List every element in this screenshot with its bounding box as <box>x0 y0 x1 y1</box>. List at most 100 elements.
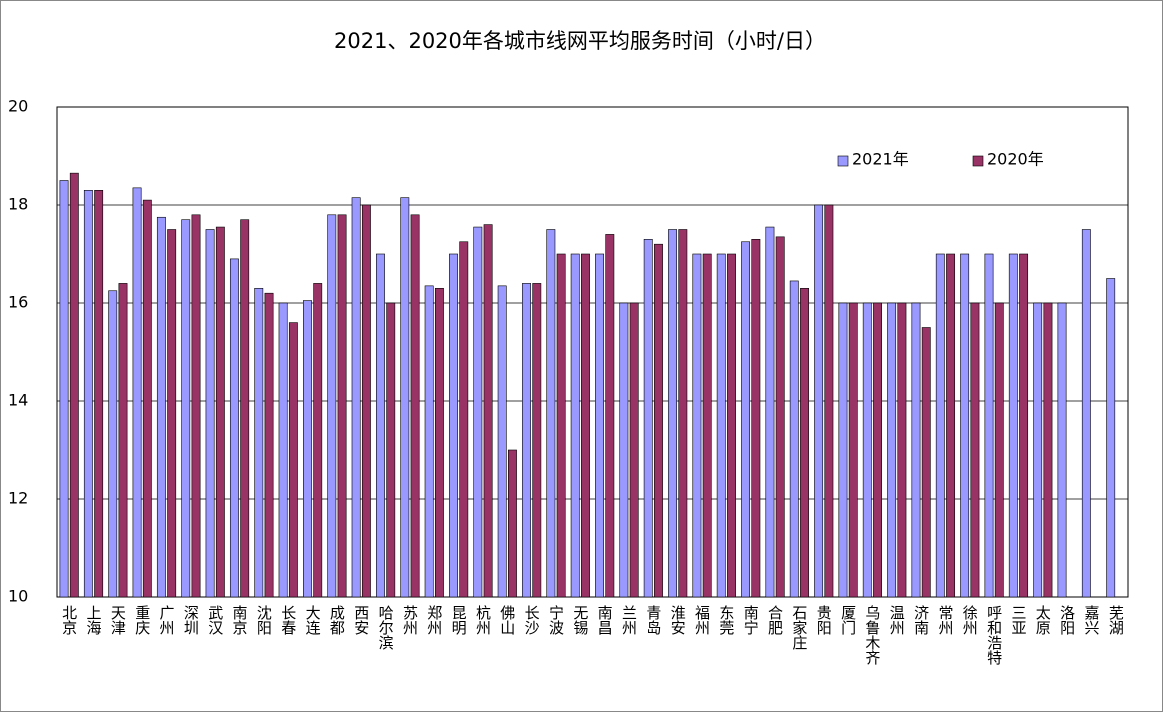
bar <box>556 253 566 598</box>
bar <box>313 283 323 598</box>
x-tick-label: 福州 <box>693 605 711 635</box>
x-tick-label: 徐州 <box>961 605 979 635</box>
bar <box>483 224 493 598</box>
x-tick-label: 南京 <box>231 605 249 636</box>
bar <box>678 229 688 598</box>
bar <box>970 302 980 598</box>
x-tick-label: 郑州 <box>425 605 443 635</box>
y-tick-label: 18 <box>8 195 28 214</box>
x-tick-label: 太原 <box>1034 605 1052 635</box>
bar <box>911 302 921 598</box>
y-tick-label: 20 <box>8 97 28 116</box>
bar <box>1106 278 1116 598</box>
bar <box>351 197 361 598</box>
x-tick-label: 洛阳 <box>1058 605 1076 635</box>
bar <box>921 327 931 598</box>
bar <box>83 190 93 598</box>
x-tick-label: 昆明 <box>450 605 468 636</box>
x-tick-label: 杭州 <box>474 605 492 635</box>
x-tick-label: 成都 <box>328 605 346 635</box>
x-tick-label: 济南 <box>912 605 930 635</box>
legend-label: 2021年 <box>852 150 909 169</box>
x-tick-label: 兰州 <box>620 605 638 635</box>
x-tick-label: 西安 <box>352 605 370 635</box>
bar <box>108 290 118 598</box>
bar <box>142 199 152 598</box>
bar <box>434 287 444 598</box>
bar <box>800 287 809 598</box>
bar <box>376 253 385 598</box>
bar <box>424 285 434 598</box>
bar <box>668 229 677 598</box>
x-tick-label: 呼和浩特 <box>985 605 1003 665</box>
bar <box>327 214 337 598</box>
bar <box>205 229 215 598</box>
bar <box>581 253 590 598</box>
bar <box>191 214 201 598</box>
bar <box>94 190 104 598</box>
bar <box>946 253 956 598</box>
bar <box>1057 302 1067 598</box>
bar <box>410 214 420 598</box>
x-tick-label: 无锡 <box>571 605 589 635</box>
x-tick-label: 北京 <box>60 605 78 636</box>
bar <box>254 287 264 598</box>
bar <box>532 283 542 598</box>
legend-label: 2020年 <box>987 150 1044 169</box>
x-tick-label: 嘉兴 <box>1082 605 1100 635</box>
bar <box>229 258 239 598</box>
x-tick-label: 上海 <box>85 605 103 635</box>
bar <box>69 172 79 598</box>
bar <box>741 241 751 598</box>
x-tick-label: 南昌 <box>596 605 614 635</box>
bar <box>386 302 396 598</box>
bar <box>278 302 288 598</box>
bar <box>361 204 371 598</box>
bar <box>1081 229 1091 598</box>
bar <box>887 302 897 598</box>
bar <box>716 253 726 598</box>
bar <box>619 302 629 598</box>
bar <box>654 243 663 598</box>
x-tick-label: 温州 <box>888 605 906 635</box>
x-tick-label: 合肥 <box>766 605 784 636</box>
bar <box>546 229 556 598</box>
x-tick-label: 贵阳 <box>815 605 833 635</box>
y-tick-label: 14 <box>8 391 28 410</box>
x-tick-label: 厦门 <box>839 605 857 636</box>
bar <box>862 302 872 598</box>
x-tick-label: 乌鲁木齐 <box>863 605 881 665</box>
x-tick-label: 石家庄 <box>790 605 808 650</box>
bar <box>702 253 712 598</box>
x-tick-label: 淮安 <box>669 605 687 635</box>
x-tick-label: 长沙 <box>523 605 541 635</box>
bar <box>156 216 166 598</box>
bar <box>897 302 907 598</box>
x-tick-label: 大连 <box>304 605 322 636</box>
bar <box>118 283 128 598</box>
bar <box>522 283 531 598</box>
bar <box>595 253 604 598</box>
bar <box>994 302 1004 598</box>
bar <box>838 302 848 598</box>
bar <box>181 219 191 598</box>
x-tick-label: 天津 <box>109 605 127 635</box>
bar <box>873 302 882 598</box>
bar <box>605 234 615 598</box>
bar <box>497 285 507 598</box>
bar <box>789 280 799 598</box>
bar <box>264 292 274 598</box>
bar <box>984 253 994 598</box>
bar <box>473 226 483 598</box>
bar <box>337 214 347 598</box>
bar <box>824 204 834 598</box>
bar <box>1033 302 1043 598</box>
x-tick-label: 深圳 <box>182 605 200 635</box>
bar <box>288 322 298 598</box>
bar <box>240 219 250 598</box>
bar <box>570 253 580 598</box>
y-tick-label: 10 <box>8 587 28 606</box>
bar <box>848 302 858 598</box>
bar <box>449 253 458 598</box>
